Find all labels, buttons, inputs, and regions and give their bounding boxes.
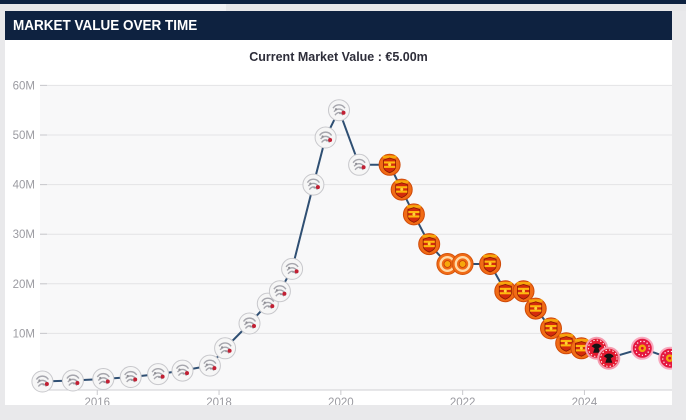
club-badge-icon[interactable] [119, 366, 142, 388]
club-badge-icon[interactable] [512, 280, 535, 303]
club-badge-icon[interactable] [214, 337, 237, 360]
club-badge-icon[interactable] [479, 253, 502, 275]
market-value-card: MARKET VALUE OVER TIME Current Market Va… [5, 11, 672, 405]
club-badge-icon[interactable] [658, 346, 672, 370]
club-badge-icon[interactable] [268, 280, 291, 303]
market-value-chart[interactable]: 10M 20M 30M 40M 50M 60M 2016 2018 2020 2022 2024 [5, 70, 672, 405]
y-axis-label: 20M [13, 279, 35, 291]
y-axis-label: 30M [13, 229, 35, 241]
page-title: MARKET VALUE OVER TIME [13, 17, 198, 34]
club-badge-icon[interactable] [524, 297, 547, 320]
club-badge-icon[interactable] [92, 368, 115, 390]
top-navy-strip [0, 0, 686, 4]
club-badge-icon[interactable] [61, 369, 84, 392]
club-badge-icon[interactable] [198, 354, 221, 377]
club-badge-icon[interactable] [630, 336, 654, 360]
card-header: MARKET VALUE OVER TIME [5, 11, 672, 40]
y-axis-label: 60M [13, 80, 35, 92]
club-badge-icon[interactable] [328, 99, 350, 122]
club-badge-icon[interactable] [281, 257, 304, 280]
club-badge-icon[interactable] [302, 173, 325, 196]
x-axis-label: 2024 [572, 397, 598, 405]
x-axis-label: 2018 [206, 397, 232, 405]
x-axis-label: 2020 [328, 397, 354, 405]
club-badge-icon[interactable] [402, 203, 425, 226]
club-badge-icon[interactable] [238, 312, 261, 335]
club-badge-icon[interactable] [597, 346, 621, 370]
y-axis-label: 40M [13, 180, 35, 192]
club-badge-icon[interactable] [390, 178, 413, 201]
club-badge-icon[interactable] [171, 359, 194, 382]
current-market-value-text: Current Market Value : €5.00m [249, 50, 428, 64]
club-badge-icon[interactable] [147, 363, 170, 386]
y-axis-label: 10M [13, 328, 35, 340]
club-badge-icon[interactable] [451, 253, 474, 275]
top-tab-remnant [120, 4, 226, 11]
club-badge-icon[interactable] [348, 153, 371, 176]
club-badge-icon[interactable] [436, 253, 459, 275]
top-gap-strip [0, 4, 686, 11]
club-badge-icon[interactable] [31, 370, 54, 393]
y-axis-label: 50M [13, 130, 35, 142]
club-badge-icon[interactable] [378, 153, 401, 176]
club-badge-icon[interactable] [314, 126, 337, 149]
x-axis-label: 2022 [450, 397, 476, 405]
club-badge-icon[interactable] [540, 317, 562, 340]
club-badge-icon[interactable] [418, 233, 441, 256]
x-axis-label: 2016 [84, 397, 110, 405]
